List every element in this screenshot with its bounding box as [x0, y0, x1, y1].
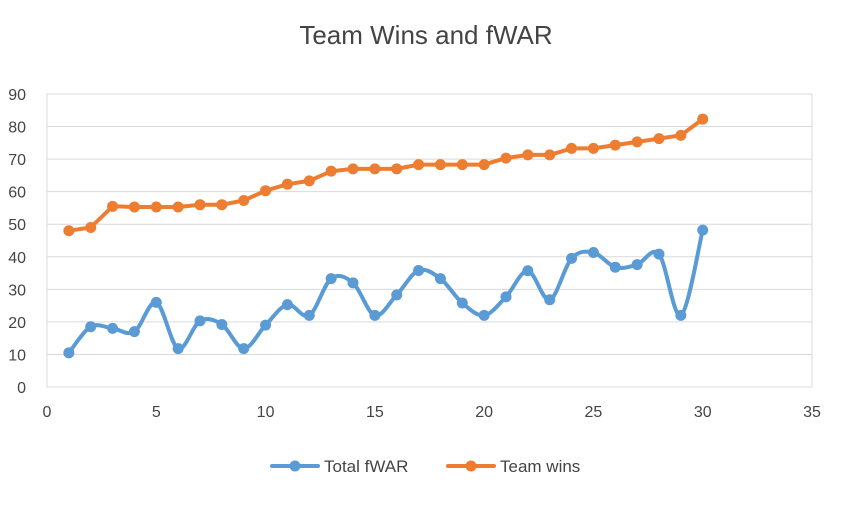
data-point-total-fwar-29	[675, 309, 687, 321]
data-point-team-wins-28	[653, 133, 665, 145]
legend-label-team-wins: Team wins	[500, 457, 580, 476]
y-tick-label-40: 40	[8, 250, 26, 267]
data-point-team-wins-29	[675, 129, 687, 141]
data-point-total-fwar-18	[434, 273, 446, 285]
data-point-total-fwar-21	[500, 291, 512, 303]
data-point-team-wins-27	[631, 136, 643, 148]
data-point-total-fwar-15	[369, 309, 381, 321]
data-point-total-fwar-26	[609, 261, 621, 273]
data-point-team-wins-24	[566, 142, 578, 154]
data-point-team-wins-2	[85, 221, 97, 233]
y-tick-label-80: 80	[8, 120, 26, 137]
data-point-team-wins-23	[544, 149, 556, 161]
data-point-total-fwar-19	[456, 297, 468, 309]
x-tick-label-15: 15	[366, 404, 384, 421]
data-point-total-fwar-5	[150, 296, 162, 308]
legend-marker-total-fwar	[289, 460, 301, 472]
x-tick-label-35: 35	[803, 404, 821, 421]
data-point-total-fwar-28	[653, 248, 665, 260]
data-point-total-fwar-11	[281, 299, 293, 311]
data-point-total-fwar-20	[478, 309, 490, 321]
legend[interactable]: Total fWAR Team wins	[270, 457, 580, 476]
data-point-team-wins-10	[260, 185, 272, 197]
data-point-team-wins-18	[434, 159, 446, 171]
y-tick-label-60: 60	[8, 185, 26, 202]
data-point-team-wins-13	[325, 165, 337, 177]
data-point-total-fwar-25	[587, 247, 599, 259]
data-point-team-wins-25	[587, 142, 599, 154]
data-point-team-wins-9	[238, 194, 250, 206]
x-tick-label-30: 30	[694, 404, 712, 421]
y-tick-label-10: 10	[8, 347, 26, 364]
y-tick-label-20: 20	[8, 315, 26, 332]
x-tick-label-0: 0	[43, 404, 52, 421]
plot-border	[46, 93, 813, 388]
data-point-total-fwar-8	[216, 318, 228, 330]
data-point-total-fwar-24	[566, 252, 578, 264]
x-tick-label-10: 10	[257, 404, 275, 421]
data-point-total-fwar-4	[128, 326, 140, 338]
y-tick-label-50: 50	[8, 217, 26, 234]
data-point-total-fwar-9	[238, 343, 250, 355]
legend-marker-team-wins	[465, 460, 477, 472]
data-point-team-wins-17	[413, 159, 425, 171]
tick-labels: 0 10 20 30 40 50 60 70 80 90 0 5 10 15 20 25 30 35	[8, 87, 821, 421]
data-point-team-wins-26	[609, 139, 621, 151]
data-point-team-wins-1	[63, 225, 75, 237]
data-point-team-wins-22	[522, 149, 534, 161]
data-point-total-fwar-27	[631, 259, 643, 271]
legend-label-total-fwar: Total fWAR	[324, 457, 408, 476]
data-point-team-wins-6	[172, 201, 184, 213]
data-point-team-wins-30	[697, 113, 709, 125]
y-tick-label-90: 90	[8, 87, 26, 104]
data-point-total-fwar-16	[391, 289, 403, 301]
x-tick-label-5: 5	[152, 404, 161, 421]
data-point-team-wins-5	[150, 201, 162, 213]
data-point-total-fwar-23	[544, 294, 556, 306]
data-point-total-fwar-6	[172, 343, 184, 355]
data-point-team-wins-19	[456, 159, 468, 171]
data-point-total-fwar-22	[522, 265, 534, 277]
data-point-total-fwar-1	[63, 347, 75, 359]
chart-title: Team Wins and fWAR	[299, 20, 553, 50]
y-tick-label-0: 0	[17, 380, 26, 397]
data-point-team-wins-12	[303, 175, 315, 187]
data-point-team-wins-21	[500, 152, 512, 164]
y-tick-label-70: 70	[8, 152, 26, 169]
data-point-total-fwar-14	[347, 277, 359, 289]
data-point-total-fwar-30	[697, 224, 709, 236]
data-point-total-fwar-7	[194, 315, 206, 327]
data-point-team-wins-3	[107, 200, 119, 212]
data-point-team-wins-20	[478, 159, 490, 171]
series-line-team-wins	[66, 117, 705, 233]
series-line-total-fwar	[66, 228, 705, 355]
series-lines	[63, 113, 709, 359]
y-tick-label-30: 30	[8, 282, 26, 299]
data-point-team-wins-14	[347, 163, 359, 175]
data-point-total-fwar-13	[325, 273, 337, 285]
data-point-team-wins-16	[391, 163, 403, 175]
x-tick-label-25: 25	[585, 404, 603, 421]
data-point-team-wins-11	[281, 178, 293, 190]
data-point-total-fwar-3	[107, 322, 119, 334]
data-point-total-fwar-17	[413, 264, 425, 276]
data-point-team-wins-15	[369, 163, 381, 175]
data-point-total-fwar-2	[85, 321, 97, 333]
data-point-total-fwar-10	[260, 319, 272, 331]
data-point-team-wins-7	[194, 199, 206, 211]
gridlines	[46, 93, 813, 388]
data-point-total-fwar-12	[303, 309, 315, 321]
x-tick-label-20: 20	[475, 404, 493, 421]
data-point-team-wins-4	[128, 201, 140, 213]
data-point-team-wins-8	[216, 199, 228, 211]
